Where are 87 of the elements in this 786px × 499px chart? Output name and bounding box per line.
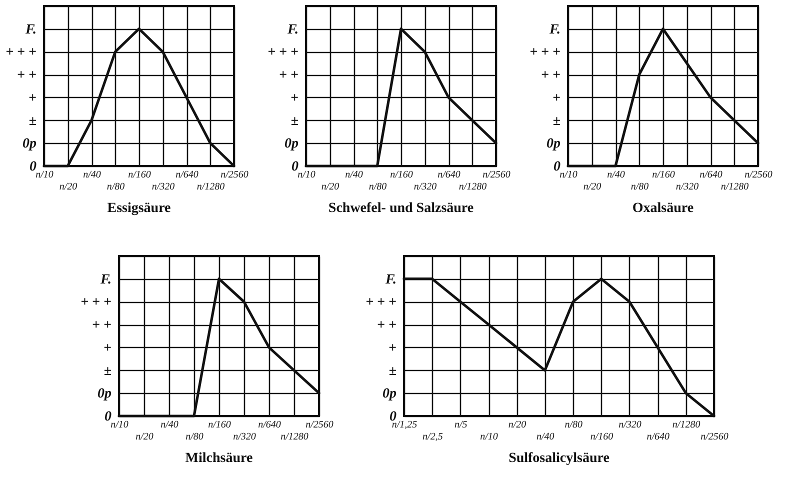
x-tick-label: n/1280 [280, 432, 308, 442]
text: ± [552, 114, 561, 129]
x-tick-label: n/640 [258, 420, 281, 430]
x-tick-label: n/20 [136, 432, 154, 442]
text: Milchsäure [185, 451, 253, 466]
x-tick-label: n/40 [83, 170, 101, 180]
text: + [552, 90, 561, 106]
x-tick-label: n/2560 [306, 420, 334, 430]
text: + + [17, 68, 37, 84]
x-tick-label: n/40 [160, 420, 178, 430]
text: + + + [530, 45, 561, 60]
x-tick-label: n/10 [560, 170, 578, 180]
text: + + + [80, 295, 112, 310]
x-tick-label: n/40 [536, 432, 554, 442]
x-tick-label: n/10 [298, 170, 316, 180]
x-tick-label: n/320 [152, 182, 175, 192]
text: 0p [546, 136, 560, 152]
text: + [290, 90, 299, 106]
x-tick-label: n/2560 [700, 432, 728, 442]
x-tick-label: n/320 [414, 182, 437, 192]
text: Oxalsäure [632, 201, 694, 216]
x-tick-label: n/10 [36, 170, 54, 180]
text: F. [99, 272, 112, 288]
text: Essigsäure [107, 201, 171, 216]
text: + + + [366, 295, 397, 310]
text: + + [92, 318, 112, 334]
text: 0 [30, 160, 36, 174]
text: 0p [22, 136, 36, 152]
text: 0 [292, 160, 298, 174]
x-tick-label: n/2,5 [422, 432, 443, 442]
text: 0p [284, 136, 298, 152]
text: Sulfosalicylsäure [508, 451, 610, 466]
x-tick-label: n/80 [564, 420, 582, 430]
text: ± [388, 364, 397, 379]
text: 0 [554, 160, 560, 174]
x-tick-label: n/320 [676, 182, 699, 192]
text: + + [541, 68, 561, 84]
text: Schwefel- und Salzsäure [328, 201, 474, 216]
text: 0p [382, 386, 396, 402]
x-tick-label: n/10 [480, 432, 498, 442]
x-tick-label: n/2560 [482, 170, 510, 180]
x-tick-label: n/2560 [744, 170, 772, 180]
text: 0 [104, 410, 112, 424]
x-tick-label: n/1280 [458, 182, 487, 192]
x-tick-label: n/80 [368, 182, 387, 192]
text: + + + [268, 45, 299, 60]
x-tick-label: n/160 [208, 420, 231, 430]
x-tick-label: n/80 [186, 432, 204, 442]
x-tick-label: n/160 [652, 170, 675, 180]
x-tick-label: n/1280 [720, 182, 749, 192]
text: + [28, 90, 37, 106]
x-tick-label: n/20 [583, 182, 602, 192]
x-tick-label: n/1,25 [392, 420, 418, 430]
x-tick-label: n/160 [128, 170, 151, 180]
x-tick-label: n/40 [607, 170, 625, 180]
text: + [388, 340, 397, 356]
text: F. [384, 272, 396, 288]
x-tick-label: n/1280 [672, 420, 700, 430]
x-tick-label: n/320 [618, 420, 642, 430]
x-tick-label: n/80 [106, 182, 125, 192]
text: ± [104, 364, 112, 379]
text: + [104, 340, 112, 356]
x-tick-label: n/20 [508, 420, 526, 430]
text: F. [24, 22, 36, 38]
text: + + [377, 318, 397, 334]
text: 0p [98, 386, 112, 402]
x-tick-label: n/640 [438, 170, 460, 180]
x-tick-label: n/5 [454, 420, 468, 430]
x-tick-label: n/20 [321, 182, 340, 192]
text: + + [279, 68, 299, 84]
x-tick-label: n/640 [176, 170, 198, 180]
x-tick-label: n/10 [110, 420, 128, 430]
text: F. [286, 22, 298, 38]
x-tick-label: n/80 [630, 182, 649, 192]
x-tick-label: n/20 [59, 182, 78, 192]
text: ± [290, 114, 299, 129]
x-tick-label: n/640 [700, 170, 722, 180]
x-tick-label: n/160 [390, 170, 413, 180]
text: + + + [6, 45, 37, 60]
x-tick-label: n/320 [233, 432, 256, 442]
x-tick-label: n/160 [590, 432, 614, 442]
text: ± [28, 114, 37, 129]
x-tick-label: n/2560 [220, 170, 248, 180]
text: F. [548, 22, 560, 38]
x-tick-label: n/1280 [196, 182, 225, 192]
x-tick-label: n/640 [646, 432, 670, 442]
x-tick-label: n/40 [345, 170, 363, 180]
